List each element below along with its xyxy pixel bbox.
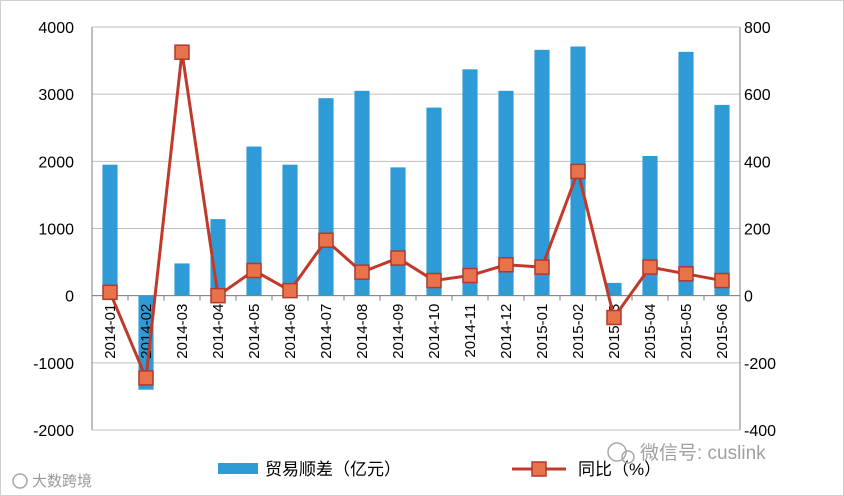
bar (534, 49, 550, 296)
y-right-tick-label: -400 (744, 423, 776, 440)
x-tick-label: 2014-03 (174, 304, 191, 359)
bar (714, 104, 730, 296)
legend-line-marker (531, 461, 547, 477)
bar (282, 164, 298, 296)
y-right-tick-label: 800 (744, 20, 771, 37)
y-right-tick-label: -200 (744, 356, 776, 373)
line-point (642, 259, 658, 275)
bar (102, 164, 118, 296)
x-tick-label: 2015-05 (678, 304, 695, 359)
line-point (210, 287, 226, 304)
y-left-tick-label: 2000 (38, 154, 74, 171)
x-tick-label: 2014-11 (462, 304, 479, 358)
left-y-axis-ticks: -2000 -1000 0 1000 2000 3000 4000 (33, 20, 74, 440)
wechat-logo-icon-small (621, 450, 635, 464)
right-y-axis-ticks: -400 -200 0 200 400 600 800 (744, 20, 776, 440)
x-tick-label: 2014-12 (498, 304, 515, 359)
x-tick-label: 2014-05 (246, 304, 263, 359)
line-point (354, 264, 370, 280)
line-series (102, 44, 730, 386)
y-left-tick-label: -1000 (33, 356, 74, 373)
yoy-line (108, 50, 723, 380)
bar (426, 107, 442, 296)
line-point (246, 262, 262, 279)
bar (606, 282, 622, 296)
bar (462, 69, 478, 296)
gridlines (92, 26, 740, 431)
y-right-tick-label: 400 (744, 154, 771, 171)
watermark-bottom-right: 微信号: cuslink (607, 442, 766, 464)
x-tick-label: 2014-10 (426, 304, 443, 359)
line-point (282, 282, 298, 299)
watermark-bottom-right-text: 微信号: cuslink (640, 442, 766, 464)
line-point (318, 232, 334, 249)
y-left-tick-label: 0 (65, 289, 74, 306)
x-tick-label: 2014-01 (102, 304, 119, 359)
bar (318, 98, 334, 296)
watermark-bottom-left-text: 大数跨境 (32, 472, 92, 490)
watermark-logo-icon (12, 473, 28, 489)
bar (354, 90, 370, 296)
x-tick-label: 2014-04 (210, 304, 227, 359)
axes (91, 27, 741, 430)
y-left-tick-label: 3000 (38, 87, 74, 104)
line-point (390, 250, 406, 266)
line-point (462, 267, 478, 284)
watermark-bottom-left: 大数跨境 (12, 472, 92, 490)
line-point (606, 309, 622, 326)
bar (678, 51, 694, 296)
bar-series (102, 46, 730, 390)
line-point (138, 370, 154, 386)
line-point (678, 266, 694, 282)
bar (174, 263, 190, 296)
line-point (174, 44, 190, 60)
line-point (570, 163, 586, 180)
x-tick-label: 2014-07 (318, 304, 335, 359)
y-left-tick-label: -2000 (33, 423, 74, 440)
bar (498, 90, 514, 296)
legend-bar-label: 贸易顺差（亿元） (265, 460, 401, 479)
x-tick-label: 2015-02 (570, 304, 587, 359)
x-tick-label: 2015-01 (534, 304, 551, 359)
line-point (534, 259, 550, 275)
x-tick-label: 2014-06 (282, 304, 299, 359)
y-right-tick-label: 600 (744, 87, 771, 104)
line-point (426, 272, 442, 289)
y-right-tick-label: 0 (744, 289, 753, 306)
legend-line-label: 同比（%） (578, 460, 661, 479)
wechat-logo-icon (607, 442, 627, 462)
y-left-tick-label: 1000 (38, 222, 74, 239)
x-tick-label: 2014-08 (354, 304, 371, 359)
legend: 贸易顺差（亿元） 同比（%） (218, 460, 661, 479)
x-tick-label: 2015-04 (642, 304, 659, 359)
bar (246, 146, 262, 296)
bar (390, 167, 406, 296)
y-right-tick-label: 200 (744, 222, 771, 239)
y-left-tick-label: 4000 (38, 20, 74, 37)
x-axis-ticks: 2014-01 2014-02 2014-03 2014-04 2014-05 2014-… (102, 304, 731, 359)
legend-bar-swatch (218, 463, 258, 474)
x-tick-label: 2015-06 (714, 304, 731, 359)
line-point (714, 272, 730, 289)
line-point (102, 284, 118, 301)
x-tick-label: 2014-09 (390, 304, 407, 359)
line-point (498, 257, 514, 273)
